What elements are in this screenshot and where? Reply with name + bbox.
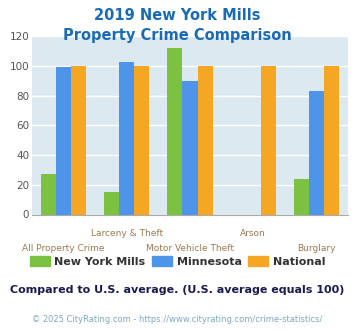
Bar: [294, 179, 309, 214]
Bar: [197, 66, 213, 214]
Bar: [167, 48, 182, 214]
Text: Property Crime Comparison: Property Crime Comparison: [63, 28, 292, 43]
Text: Compared to U.S. average. (U.S. average equals 100): Compared to U.S. average. (U.S. average …: [10, 285, 345, 295]
Bar: [71, 66, 86, 214]
Bar: [324, 66, 339, 214]
Text: 2019 New York Mills: 2019 New York Mills: [94, 8, 261, 23]
Bar: [41, 175, 56, 215]
Text: Larceny & Theft: Larceny & Theft: [91, 229, 163, 238]
Bar: [134, 66, 149, 214]
Bar: [119, 61, 134, 214]
Bar: [56, 68, 71, 214]
Bar: [309, 91, 324, 214]
Text: Motor Vehicle Theft: Motor Vehicle Theft: [146, 244, 234, 253]
Legend: New York Mills, Minnesota, National: New York Mills, Minnesota, National: [26, 251, 329, 271]
Bar: [182, 81, 197, 214]
Text: Arson: Arson: [240, 229, 266, 238]
Bar: [104, 192, 119, 214]
Text: © 2025 CityRating.com - https://www.cityrating.com/crime-statistics/: © 2025 CityRating.com - https://www.city…: [32, 315, 323, 324]
Bar: [261, 66, 276, 214]
Text: All Property Crime: All Property Crime: [22, 244, 105, 253]
Text: Burglary: Burglary: [297, 244, 335, 253]
